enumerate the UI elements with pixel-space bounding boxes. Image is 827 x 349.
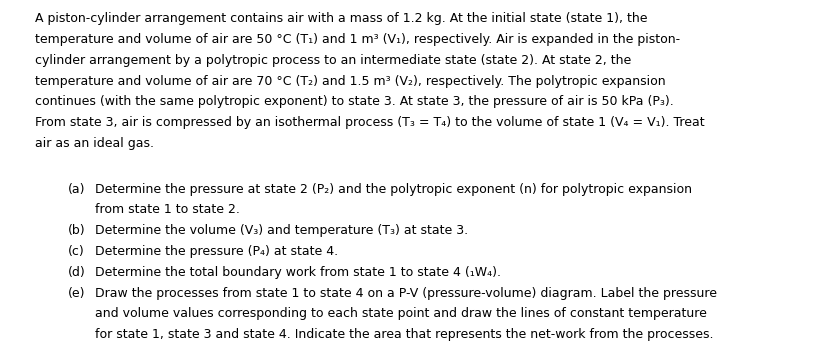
Text: (c): (c) — [68, 245, 84, 258]
Text: temperature and volume of air are 70 °C (T₂) and 1.5 m³ (V₂), respectively. The : temperature and volume of air are 70 °C … — [35, 75, 665, 88]
Text: (e): (e) — [68, 287, 85, 299]
Text: (a): (a) — [68, 183, 85, 196]
Text: Determine the pressure (P₄) at state 4.: Determine the pressure (P₄) at state 4. — [95, 245, 338, 258]
Text: From state 3, air is compressed by an isothermal process (T₃ = T₄) to the volume: From state 3, air is compressed by an is… — [35, 116, 704, 129]
Text: Determine the volume (V₃) and temperature (T₃) at state 3.: Determine the volume (V₃) and temperatur… — [95, 224, 468, 237]
Text: air as an ideal gas.: air as an ideal gas. — [35, 137, 154, 150]
Text: Determine the pressure at state 2 (P₂) and the polytropic exponent (n) for polyt: Determine the pressure at state 2 (P₂) a… — [95, 183, 691, 196]
Text: (d): (d) — [68, 266, 85, 279]
Text: A piston-cylinder arrangement contains air with a mass of 1.2 kg. At the initial: A piston-cylinder arrangement contains a… — [35, 12, 647, 25]
Text: Determine the total boundary work from state 1 to state 4 (₁W₄).: Determine the total boundary work from s… — [95, 266, 500, 279]
Text: temperature and volume of air are 50 °C (T₁) and 1 m³ (V₁), respectively. Air is: temperature and volume of air are 50 °C … — [35, 33, 679, 46]
Text: from state 1 to state 2.: from state 1 to state 2. — [95, 203, 240, 216]
Text: Draw the processes from state 1 to state 4 on a P-V (pressure-volume) diagram. L: Draw the processes from state 1 to state… — [95, 287, 716, 299]
Text: cylinder arrangement by a polytropic process to an intermediate state (state 2).: cylinder arrangement by a polytropic pro… — [35, 54, 630, 67]
Text: and volume values corresponding to each state point and draw the lines of consta: and volume values corresponding to each … — [95, 307, 706, 320]
Text: continues (with the same polytropic exponent) to state 3. At state 3, the pressu: continues (with the same polytropic expo… — [35, 95, 672, 108]
Text: for state 1, state 3 and state 4. Indicate the area that represents the net-work: for state 1, state 3 and state 4. Indica… — [95, 328, 713, 341]
Text: (b): (b) — [68, 224, 85, 237]
